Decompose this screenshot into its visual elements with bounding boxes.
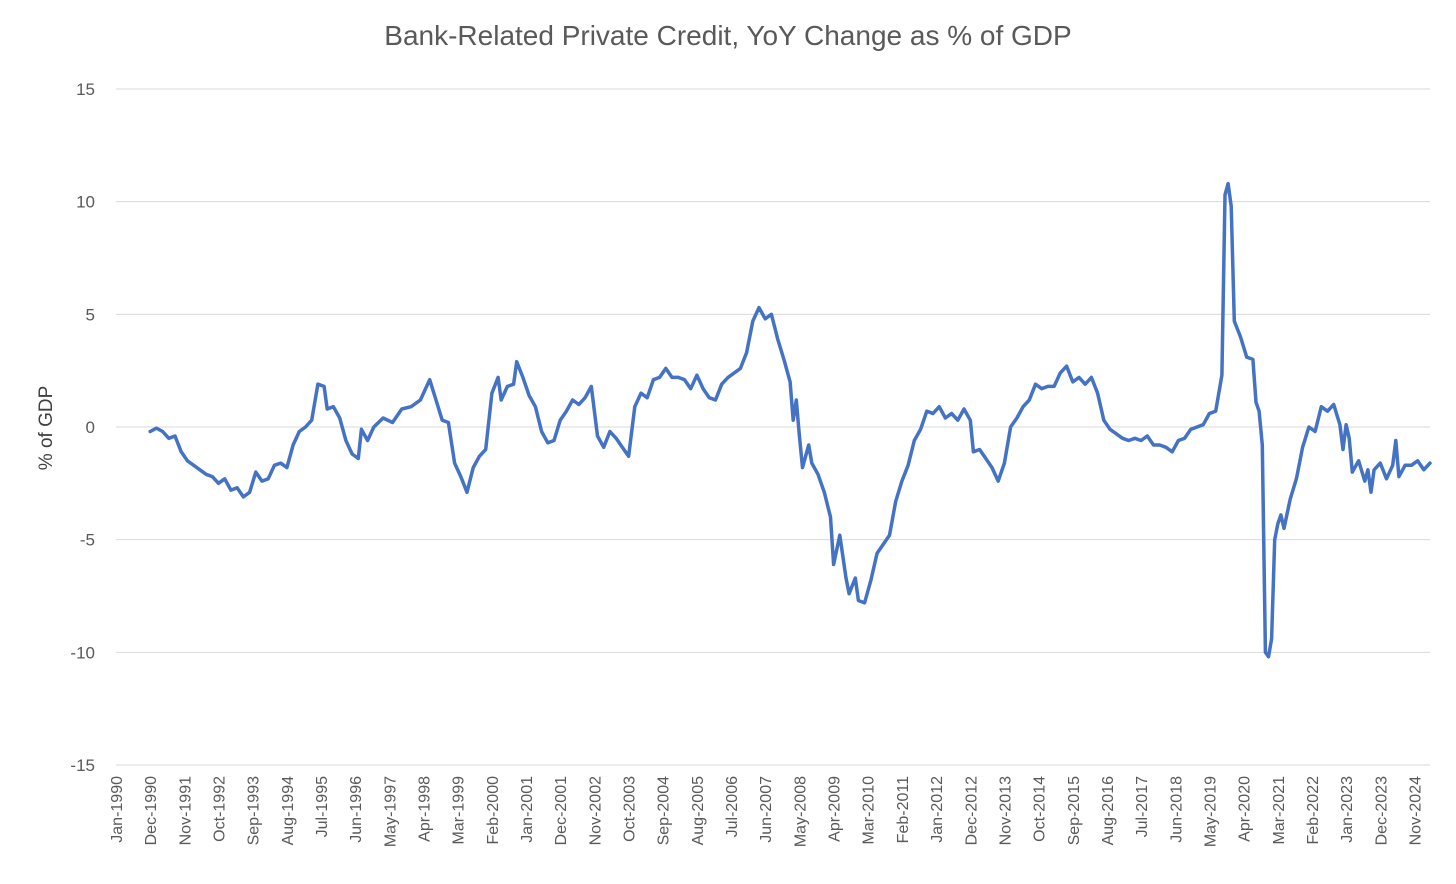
x-tick-label: Aug-2005 bbox=[690, 776, 707, 845]
x-tick-label: Jun-2007 bbox=[758, 776, 775, 843]
x-tick-label: Mar-2021 bbox=[1271, 776, 1288, 845]
x-tick-label: Apr-2020 bbox=[1237, 776, 1254, 842]
x-tick-label: Apr-2009 bbox=[827, 776, 844, 842]
x-tick-label: Mar-1999 bbox=[451, 776, 468, 845]
x-tick-label: Oct-1992 bbox=[212, 776, 229, 842]
x-tick-label: Jul-2006 bbox=[724, 776, 741, 837]
x-tick-label: Dec-1990 bbox=[143, 776, 160, 845]
x-tick-label: Mar-2010 bbox=[861, 776, 878, 845]
x-tick-label: Feb-2011 bbox=[895, 776, 912, 843]
x-tick-label: Aug-2016 bbox=[1100, 776, 1117, 845]
x-tick-label: Oct-2003 bbox=[622, 776, 639, 842]
x-tick-label: Nov-2013 bbox=[997, 776, 1014, 845]
y-tick-label: -10 bbox=[70, 643, 95, 662]
y-tick-label: 0 bbox=[86, 418, 95, 437]
x-tick-label: May-2008 bbox=[792, 776, 809, 847]
x-axis-ticks: Jan-1990 Dec-1990 Nov-1991 Oct-1992 Sep-1993… bbox=[109, 776, 1424, 847]
y-tick-label: -15 bbox=[70, 756, 95, 775]
chart-title: Bank-Related Private Credit, YoY Change … bbox=[384, 20, 1072, 51]
x-tick-label: Sep-2015 bbox=[1066, 776, 1083, 845]
x-tick-label: Dec-2023 bbox=[1373, 776, 1390, 845]
x-tick-label: Oct-2014 bbox=[1032, 776, 1049, 842]
x-tick-label: Apr-1998 bbox=[417, 776, 434, 842]
x-tick-label: Jul-2017 bbox=[1134, 776, 1151, 837]
x-tick-label: Nov-2024 bbox=[1407, 776, 1424, 845]
x-tick-label: Jun-1996 bbox=[348, 776, 365, 843]
x-tick-label: Sep-1993 bbox=[246, 776, 263, 845]
x-tick-label: Jan-2023 bbox=[1339, 776, 1356, 843]
x-tick-label: Jan-2001 bbox=[519, 776, 536, 843]
x-tick-label: Aug-1994 bbox=[280, 776, 297, 845]
x-tick-label: Dec-2001 bbox=[553, 776, 570, 845]
y-tick-label: 10 bbox=[76, 193, 95, 212]
x-tick-label: Jan-1990 bbox=[109, 776, 126, 843]
y-tick-label: -5 bbox=[80, 531, 95, 550]
x-tick-label: Dec-2012 bbox=[963, 776, 980, 845]
y-axis-ticks: 15 10 5 0 -5 -10 -15 bbox=[70, 80, 95, 775]
x-tick-label: May-1997 bbox=[382, 776, 399, 847]
x-tick-label: Nov-1991 bbox=[177, 776, 194, 845]
x-tick-label: Jul-1995 bbox=[314, 776, 331, 837]
x-tick-label: Jun-2018 bbox=[1168, 776, 1185, 843]
y-tick-label: 5 bbox=[86, 305, 95, 324]
x-tick-label: Feb-2000 bbox=[485, 776, 502, 845]
y-tick-label: 15 bbox=[76, 80, 95, 99]
y-axis-title: % of GDP bbox=[36, 386, 57, 470]
x-tick-label: Nov-2002 bbox=[587, 776, 604, 845]
x-tick-label: Jan-2012 bbox=[929, 776, 946, 843]
gridlines bbox=[116, 88, 1430, 766]
x-tick-label: Sep-2004 bbox=[656, 776, 673, 845]
x-tick-label: Feb-2022 bbox=[1305, 776, 1322, 845]
series-line bbox=[148, 181, 1432, 659]
series-layer bbox=[148, 181, 1432, 659]
x-tick-label: May-2019 bbox=[1202, 776, 1219, 847]
